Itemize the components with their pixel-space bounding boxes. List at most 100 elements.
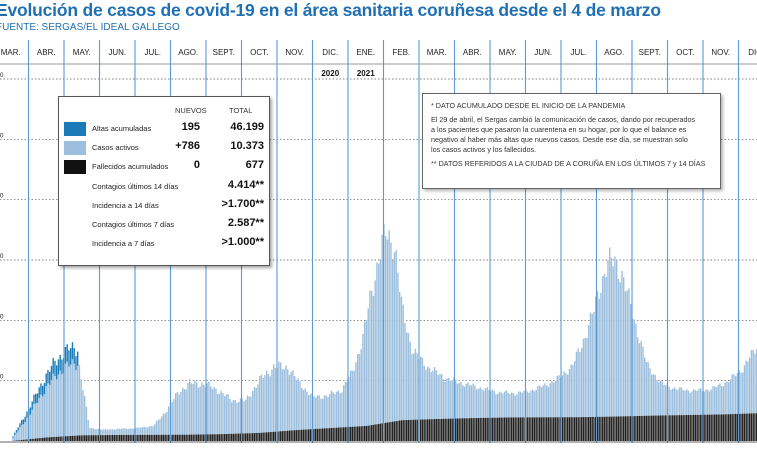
bar-casos-activos	[61, 374, 63, 437]
bar-casos-activos	[458, 383, 460, 419]
bar-casos-activos	[603, 274, 606, 417]
stat-label: Incidencia a 14 días	[92, 201, 159, 210]
bar-altas-acumuladas	[43, 383, 46, 395]
bar-fallecidos	[103, 435, 105, 441]
bar-fallecidos	[318, 428, 320, 441]
bar-altas-acumuladas	[50, 365, 53, 381]
bar-casos-activos	[295, 379, 298, 431]
bar-casos-activos	[623, 277, 625, 417]
bar-casos-activos	[92, 428, 95, 436]
bar-fallecidos	[649, 415, 651, 441]
bar-casos-activos	[427, 366, 429, 420]
bar-fallecidos	[250, 433, 252, 441]
bar-casos-activos	[586, 337, 588, 418]
bar-casos-activos	[707, 389, 709, 415]
bar-fallecidos	[582, 417, 585, 441]
bar-casos-activos	[721, 385, 723, 415]
bar-casos-activos	[318, 395, 320, 429]
bar-fallecidos	[161, 434, 163, 441]
bar-casos-activos	[749, 357, 751, 414]
bar-fallecidos	[668, 415, 670, 441]
bar-fallecidos	[162, 434, 165, 441]
bar-casos-activos	[479, 387, 481, 418]
month-label: JUL.	[145, 48, 161, 57]
bar-casos-activos	[152, 426, 154, 435]
bar-fallecidos	[593, 416, 595, 441]
bar-casos-activos	[15, 432, 18, 441]
bar-fallecidos	[92, 435, 95, 441]
bar-fallecidos	[343, 427, 345, 441]
bar-casos-activos	[481, 389, 483, 418]
chart-source: FUENTE: SERGAS/EL IDEAL GALLEGO	[0, 22, 180, 33]
bar-fallecidos	[747, 413, 749, 441]
bar-fallecidos	[547, 417, 550, 441]
month-label: OCT.	[676, 48, 694, 57]
bar-casos-activos	[84, 396, 86, 436]
bar-fallecidos	[754, 413, 756, 441]
bar-casos-activos	[745, 360, 747, 414]
bar-fallecidos	[484, 417, 487, 441]
bar-casos-activos	[218, 393, 221, 435]
bar-casos-activos	[385, 236, 387, 423]
bar-fallecidos	[717, 414, 719, 441]
bar-casos-activos	[246, 395, 249, 434]
bar-fallecidos	[334, 427, 336, 441]
bar-casos-activos	[306, 391, 308, 430]
bar-fallecidos	[124, 434, 126, 441]
note-april-line-2: a los pacientes que pasaron la cuarenten…	[431, 125, 687, 134]
bar-fallecidos	[743, 413, 746, 441]
bar-altas-acumuladas	[77, 351, 79, 366]
bar-fallecidos	[35, 438, 37, 441]
bar-casos-activos	[416, 353, 418, 420]
bar-casos-activos	[12, 437, 14, 441]
bar-fallecidos	[220, 434, 222, 441]
bar-casos-activos	[339, 393, 341, 428]
bar-fallecidos	[446, 418, 448, 441]
legend-col-new: NUEVOS	[175, 106, 207, 115]
bar-casos-activos	[693, 389, 695, 415]
bar-fallecidos	[516, 417, 518, 441]
bar-casos-activos	[259, 375, 261, 433]
bar-casos-activos	[140, 427, 142, 435]
bar-casos-activos	[332, 392, 334, 428]
bar-fallecidos	[444, 418, 446, 441]
bar-fallecidos	[602, 416, 604, 441]
bar-casos-activos	[159, 419, 161, 435]
bar-casos-activos	[274, 368, 277, 432]
legend-row-altas: Altas acumuladas 195 46.199	[59, 121, 269, 137]
bar-fallecidos	[535, 417, 537, 441]
bar-fallecidos	[94, 435, 96, 441]
bar-fallecidos	[136, 434, 138, 441]
bar-fallecidos	[638, 415, 641, 441]
stat-label: Contagios últimos 14 días	[92, 182, 179, 191]
bar-fallecidos	[154, 434, 156, 441]
bar-casos-activos	[677, 389, 679, 416]
bar-casos-activos	[460, 382, 462, 419]
bar-fallecidos	[635, 416, 637, 441]
month-label: SEPT.	[213, 48, 235, 57]
bar-altas-acumuladas	[68, 350, 70, 367]
bar-casos-activos	[421, 357, 424, 420]
bar-casos-activos	[598, 298, 600, 417]
bar-fallecidos	[700, 414, 702, 441]
bar-casos-activos	[57, 374, 60, 437]
bar-fallecidos	[441, 418, 443, 441]
bar-casos-activos	[232, 400, 235, 434]
area-layer	[12, 224, 757, 441]
bar-fallecidos	[231, 433, 233, 441]
bar-fallecidos	[224, 434, 226, 441]
month-label: MAR.	[427, 48, 447, 57]
bar-casos-activos	[112, 429, 114, 436]
bar-fallecidos	[22, 439, 25, 441]
bar-casos-activos	[119, 428, 121, 435]
bar-casos-activos	[484, 388, 487, 418]
bar-casos-activos	[68, 366, 70, 437]
bar-casos-activos	[381, 234, 383, 424]
bar-casos-activos	[145, 427, 147, 435]
bar-fallecidos	[385, 422, 387, 441]
bar-fallecidos	[537, 417, 539, 441]
bar-fallecidos	[493, 417, 495, 441]
bar-fallecidos	[45, 437, 47, 441]
stat-value: >1.700**	[221, 198, 264, 210]
